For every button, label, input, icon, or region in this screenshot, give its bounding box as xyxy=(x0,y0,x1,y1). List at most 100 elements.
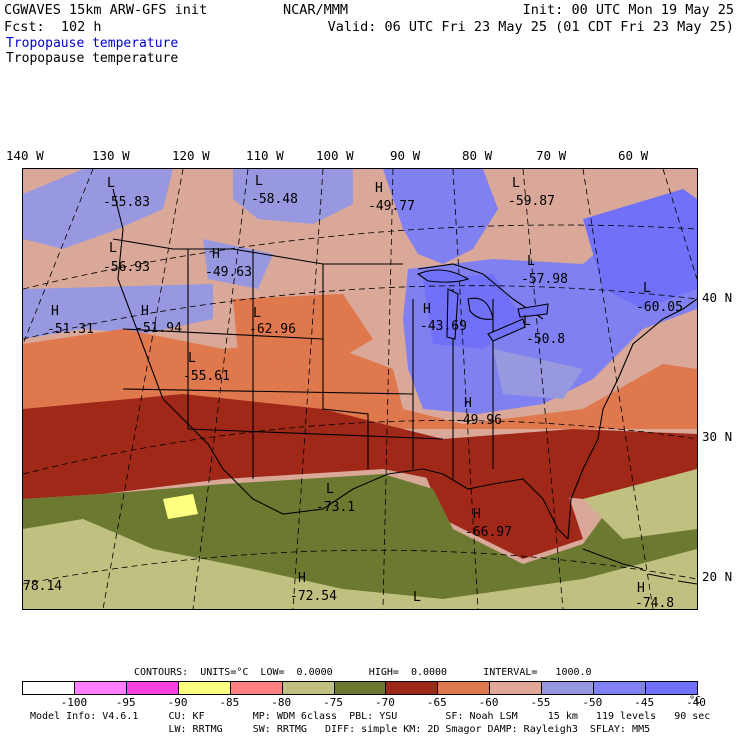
lat-label: 30 N xyxy=(702,429,733,444)
high-marker: H xyxy=(51,304,59,319)
coastlines xyxy=(112,188,697,540)
model-info-line2: LW: RRTMG SW: RRTMG DIFF: simple KM: 2D … xyxy=(30,724,651,735)
low-marker: L xyxy=(253,306,261,321)
colorbar-tick-label: -80 xyxy=(271,696,292,709)
colorbar-swatch xyxy=(23,682,75,694)
colorbar xyxy=(22,681,698,695)
caribbean-islands xyxy=(582,548,697,585)
low-value: -57.98 xyxy=(521,272,568,287)
band-minus-75 xyxy=(583,469,697,539)
low-value: -55.61 xyxy=(183,369,230,384)
high-marker: H xyxy=(637,581,645,596)
colorbar-tick-label: -70 xyxy=(374,696,395,709)
low-marker: L xyxy=(107,176,115,191)
high-value: -49.77 xyxy=(368,199,415,214)
colorbar-tick-label: -85 xyxy=(219,696,240,709)
high-value: -51.94 xyxy=(135,321,182,336)
band-minus-50 xyxy=(203,239,273,289)
model-info-line1: Model Info: V4.6.1 CU: KF MP: WDM 6class… xyxy=(30,711,711,722)
colorbar-swatch xyxy=(646,682,697,694)
colorbar-swatch xyxy=(178,682,231,694)
great-lakes xyxy=(416,269,549,342)
band-minus-50 xyxy=(23,169,173,249)
lon-label: 100 W xyxy=(316,148,354,163)
colorbar-tick-label: -95 xyxy=(115,696,136,709)
colorbar-tick-label: -65 xyxy=(426,696,447,709)
colorbar-tick-label: -60 xyxy=(478,696,499,709)
tropopause-temperature-map: L -55.83 L -58.48 H -49.77 L -59.87 L -5… xyxy=(22,168,698,610)
lon-label: 70 W xyxy=(536,148,567,163)
low-marker: L xyxy=(523,314,531,329)
low-marker: L xyxy=(326,482,334,497)
colorbar-tick-label: -55 xyxy=(530,696,551,709)
field-title: Tropopause temperature xyxy=(6,51,179,66)
colorbar-tick-label: -100 xyxy=(60,696,88,709)
band-minus-50 xyxy=(23,284,213,339)
high-value: -74.8 xyxy=(635,596,675,610)
lat-label: 40 N xyxy=(702,290,733,305)
model-title: CGWAVES 15km ARW-GFS init xyxy=(4,2,208,18)
high-marker: H xyxy=(298,571,306,586)
forecast-hour: Fcst: 102 h xyxy=(4,19,102,35)
low-marker: L xyxy=(527,254,535,269)
low-marker: L xyxy=(512,176,520,191)
colorbar-swatch xyxy=(230,682,283,694)
high-marker: H xyxy=(212,247,220,262)
band-minus-65 xyxy=(423,469,583,559)
high-value: -66.97 xyxy=(465,525,512,540)
graticule xyxy=(23,169,697,609)
high-marker: H xyxy=(464,396,472,411)
high-marker: H xyxy=(375,181,383,196)
high-value: -49.63 xyxy=(205,265,252,280)
map-canvas xyxy=(23,169,697,609)
colorbar-swatch xyxy=(490,682,543,694)
high-value: -51.31 xyxy=(47,322,94,337)
low-marker: L xyxy=(643,281,651,296)
band-minus-65 xyxy=(23,394,697,499)
low-marker: L xyxy=(188,351,196,366)
band-minus-45 xyxy=(383,169,498,264)
low-value: -73.1 xyxy=(316,500,356,515)
colorbar-swatch xyxy=(334,682,387,694)
colorbar-tick-label: -45 xyxy=(634,696,655,709)
low-value: -62.96 xyxy=(249,322,296,337)
colorbar-swatch xyxy=(542,682,595,694)
lon-label: 90 W xyxy=(390,148,421,163)
colorbar-swatch xyxy=(74,682,127,694)
low-value: -59.87 xyxy=(508,194,555,209)
colorbar-tick-label: -75 xyxy=(323,696,343,709)
lon-label: 80 W xyxy=(462,148,493,163)
valid-time: Valid: 06 UTC Fri 23 May 25 (01 CDT Fri … xyxy=(327,19,734,35)
lat-label: 20 N xyxy=(702,569,733,584)
colorbar-tick-label: -40 xyxy=(686,696,706,709)
high-marker: H xyxy=(141,304,149,319)
band-minus-50 xyxy=(493,349,583,399)
colorbar-swatch xyxy=(126,682,179,694)
low-value: -56.93 xyxy=(103,260,150,275)
band-minus-85 xyxy=(163,494,198,519)
band-minus-75 xyxy=(23,519,697,609)
colorbar-tick-label: -90 xyxy=(167,696,188,709)
contours-info: CONTOURS: UNITS=°C LOW= 0.0000 HIGH= 0.0… xyxy=(134,667,592,678)
low-marker: L xyxy=(109,241,117,256)
lon-label: 60 W xyxy=(618,148,649,163)
low-marker: L xyxy=(413,590,421,605)
colorbar-swatch xyxy=(282,682,335,694)
lon-label: 130 W xyxy=(92,148,130,163)
high-value: -43.69 xyxy=(420,319,467,334)
high-value: -72.54 xyxy=(290,589,337,604)
init-time: Init: 00 UTC Mon 19 May 25 xyxy=(522,2,734,18)
band-minus-40 xyxy=(583,189,697,309)
band-minus-50 xyxy=(233,169,353,224)
low-value: -55.83 xyxy=(103,195,150,210)
high-marker: H xyxy=(423,302,431,317)
lon-label: 120 W xyxy=(172,148,210,163)
colorbar-swatch xyxy=(438,682,491,694)
center-label: NCAR/MMM xyxy=(283,2,349,18)
low-marker: L xyxy=(255,174,263,189)
band-minus-60 xyxy=(233,294,373,369)
lon-label: 110 W xyxy=(246,148,284,163)
field-title-blue: Tropopause temperature xyxy=(6,36,179,51)
colorbar-unit: °C xyxy=(689,695,702,706)
low-value: -58.48 xyxy=(251,192,298,207)
